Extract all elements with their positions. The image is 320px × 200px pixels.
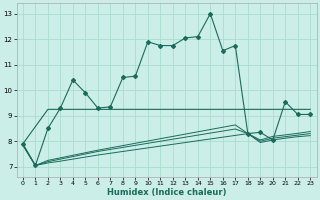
X-axis label: Humidex (Indice chaleur): Humidex (Indice chaleur) (107, 188, 226, 197)
